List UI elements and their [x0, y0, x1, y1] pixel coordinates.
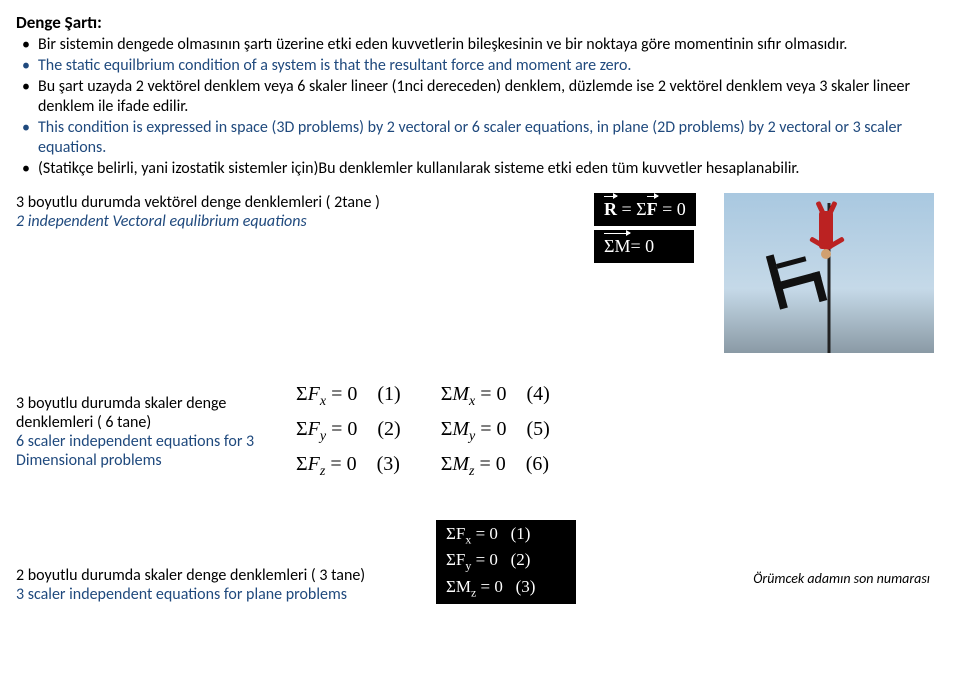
bullet-list: Bir sistemin dengede olmasının şartı üze…	[16, 35, 944, 179]
bullet-item: The static equilbrium condition of a sys…	[16, 56, 944, 76]
bullet-item: (Statikçe belirli, yani izostatik sistem…	[16, 159, 944, 179]
scalar-eq: ΣMz = 0 (6)	[441, 453, 550, 480]
section3-line2: 3 scaler independent equations for plane…	[16, 585, 436, 604]
eq-R-mid: = Σ	[617, 199, 647, 219]
row-scalar-3: 2 boyutlu durumda skaler denge denklemle…	[16, 520, 944, 604]
scalar3-eq: ΣFx = 0 (1)	[446, 524, 566, 547]
eq-M-symbol: ΣM	[604, 236, 630, 256]
scalar-eq: ΣFx = 0 (1)	[296, 383, 401, 410]
bullet-item: Bu şart uzayda 2 vektörel denklem veya 6…	[16, 77, 944, 117]
scalar6-left-col: ΣFx = 0 (1) ΣFy = 0 (2) ΣFz = 0 (3)	[296, 383, 401, 480]
scalar-eq: ΣMx = 0 (4)	[441, 383, 550, 410]
scalar3-box: ΣFx = 0 (1) ΣFy = 0 (2) ΣMz = 0 (3)	[436, 520, 576, 604]
scalar-eq: ΣMy = 0 (5)	[441, 418, 550, 445]
section2-line2: 6 scaler independent equations for 3 Dim…	[16, 432, 296, 470]
eq-R-symbol: R	[604, 199, 617, 219]
vector-eq-M: ΣM= 0	[594, 230, 694, 263]
page-title: Denge Şartı:	[16, 12, 944, 33]
section1-line2: 2 independent Vectoral equlibrium equati…	[16, 212, 574, 231]
scalar3-eq: ΣMz = 0 (3)	[446, 577, 566, 600]
vector-eq-R: R = ΣF = 0	[594, 193, 696, 226]
scalar-eq: ΣFz = 0 (3)	[296, 453, 401, 480]
bullet-item: Bir sistemin dengede olmasının şartı üze…	[16, 35, 944, 55]
section3-line1: 2 boyutlu durumda skaler denge denklemle…	[16, 566, 436, 585]
row-scalar-6: 3 boyutlu durumda skaler denge denklemle…	[16, 383, 944, 480]
section2-line1: 3 boyutlu durumda skaler denge denklemle…	[16, 394, 296, 432]
eq-R-tail: = 0	[658, 199, 686, 219]
eq-M-tail: = 0	[630, 236, 654, 256]
eq-F-symbol: F	[647, 199, 658, 219]
row-vector-eq: 3 boyutlu durumda vektörel denge denklem…	[16, 193, 944, 353]
bullet-item: This condition is expressed in space (3D…	[16, 118, 944, 158]
scalar3-eq: ΣFy = 0 (2)	[446, 550, 566, 573]
scalar-eq: ΣFy = 0 (2)	[296, 418, 401, 445]
section1-line1: 3 boyutlu durumda vektörel denge denklem…	[16, 193, 574, 212]
balance-photo	[724, 193, 934, 353]
photo-caption: Örümcek adamın son numarası	[753, 570, 930, 587]
scalar6-right-col: ΣMx = 0 (4) ΣMy = 0 (5) ΣMz = 0 (6)	[441, 383, 550, 480]
